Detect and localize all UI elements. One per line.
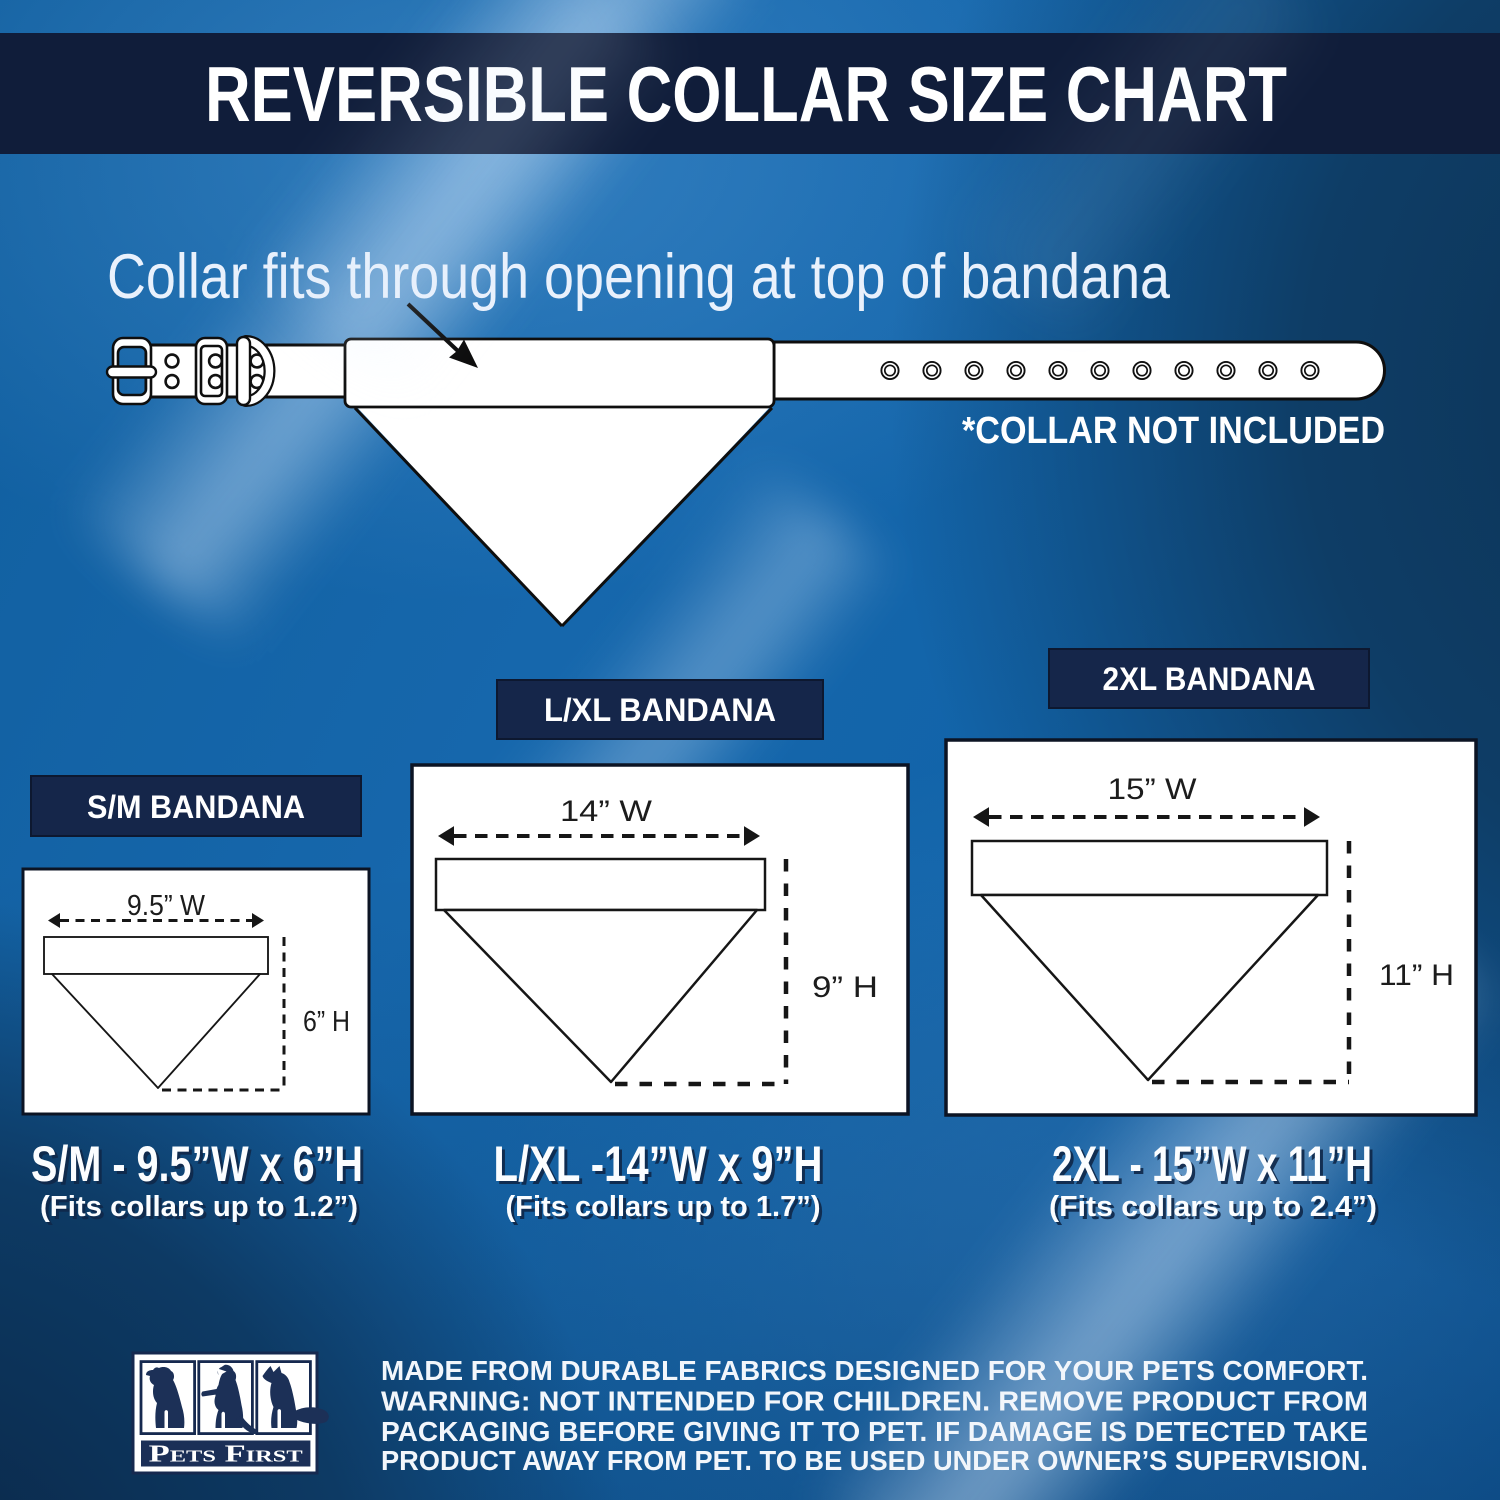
svg-text:2XL BANDANA: 2XL BANDANA (1103, 661, 1316, 697)
svg-text:S/M BANDANA: S/M BANDANA (87, 789, 305, 825)
svg-text:(Fits collars up to 2.4”): (Fits collars up to 2.4”) (1052, 1194, 1380, 1226)
svg-text:11” H: 11” H (1379, 959, 1454, 992)
svg-text:L/XL -14”W x 9”H: L/XL -14”W x 9”H (494, 1136, 823, 1192)
svg-text:WARNING: NOT INTENDED FOR CHIL: WARNING: NOT INTENDED FOR CHILDREN. REMO… (381, 1386, 1368, 1417)
svg-text:2XL - 15”W x 11”H: 2XL - 15”W x 11”H (1055, 1139, 1375, 1195)
svg-text:S/M - 9.5”W x 6”H: S/M - 9.5”W x 6”H (34, 1139, 366, 1195)
svg-text:L/XL BANDANA: L/XL BANDANA (544, 692, 776, 728)
svg-text:MADE FROM DURABLE FABRICS DESI: MADE FROM DURABLE FABRICS DESIGNED FOR Y… (381, 1355, 1368, 1386)
svg-text:6” H: 6” H (303, 1006, 350, 1038)
svg-text:2XL - 15”W x 11”H: 2XL - 15”W x 11”H (1052, 1136, 1372, 1192)
svg-text:(Fits collars up to 2.4”): (Fits collars up to 2.4”) (1049, 1191, 1377, 1223)
svg-text:9.5” W: 9.5” W (127, 890, 206, 922)
svg-text:(Fits collars up to 1.7”): (Fits collars up to 1.7”) (506, 1191, 821, 1223)
svg-text:Pets First: Pets First (149, 1442, 304, 1468)
svg-text:14” W: 14” W (560, 795, 653, 828)
svg-text:Collar fits through opening at: Collar fits through opening at top of ba… (107, 242, 1171, 312)
svg-text:(Fits collars up to 1.2”): (Fits collars up to 1.2”) (43, 1194, 361, 1226)
svg-text:9” H: 9” H (812, 971, 878, 1004)
svg-text:(Fits collars up to 1.2”): (Fits collars up to 1.2”) (40, 1191, 358, 1223)
svg-text:REVERSIBLE COLLAR SIZE CHART: REVERSIBLE COLLAR SIZE CHART (205, 50, 1287, 138)
svg-text:*COLLAR NOT INCLUDED: *COLLAR NOT INCLUDED (962, 410, 1385, 452)
svg-text:S/M - 9.5”W x 6”H: S/M - 9.5”W x 6”H (31, 1136, 363, 1192)
svg-text:PACKAGING BEFORE GIVING IT TO: PACKAGING BEFORE GIVING IT TO PET. IF DA… (381, 1416, 1368, 1447)
svg-text:(Fits collars up to 1.7”): (Fits collars up to 1.7”) (509, 1194, 824, 1226)
svg-text:15” W: 15” W (1108, 773, 1198, 806)
svg-text:L/XL -14”W x 9”H: L/XL -14”W x 9”H (497, 1139, 826, 1195)
svg-text:PRODUCT AWAY FROM PET. TO BE U: PRODUCT AWAY FROM PET. TO BE USED UNDER … (381, 1445, 1368, 1476)
